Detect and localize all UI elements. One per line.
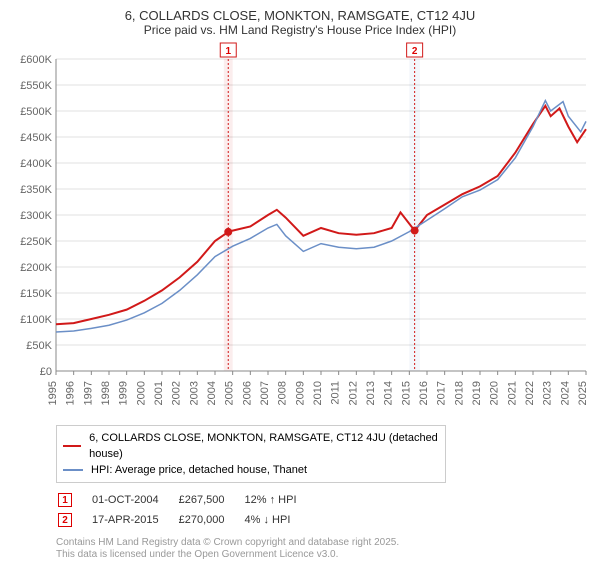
svg-text:1997: 1997 [82, 381, 94, 405]
marker-row: 1 01-OCT-2004£267,50012% ↑ HPI [58, 491, 315, 509]
svg-text:2008: 2008 [277, 381, 289, 405]
svg-text:2002: 2002 [171, 381, 183, 405]
legend: 6, COLLARDS CLOSE, MONKTON, RAMSGATE, CT… [56, 425, 446, 483]
svg-text:2009: 2009 [294, 381, 306, 405]
svg-text:£150K: £150K [20, 288, 52, 300]
svg-text:1: 1 [225, 46, 231, 57]
marker-delta: 4% ↓ HPI [245, 511, 315, 529]
series-line [56, 101, 586, 332]
svg-text:2004: 2004 [206, 381, 218, 405]
svg-text:£350K: £350K [20, 184, 52, 196]
svg-text:2022: 2022 [524, 381, 536, 405]
svg-text:£200K: £200K [20, 262, 52, 274]
svg-text:2019: 2019 [471, 381, 483, 405]
footer-line-1: Contains HM Land Registry data © Crown c… [56, 537, 592, 549]
svg-text:2021: 2021 [506, 381, 518, 405]
svg-text:2024: 2024 [559, 381, 571, 405]
svg-text:2018: 2018 [453, 381, 465, 405]
price-dot [224, 228, 232, 236]
svg-text:2005: 2005 [224, 381, 236, 405]
svg-text:£450K: £450K [20, 132, 52, 144]
legend-label: 6, COLLARDS CLOSE, MONKTON, RAMSGATE, CT… [89, 430, 439, 462]
chart-subtitle: Price paid vs. HM Land Registry's House … [8, 23, 592, 37]
marker-price: £267,500 [179, 491, 243, 509]
svg-text:1996: 1996 [65, 381, 77, 405]
chart-container: 6, COLLARDS CLOSE, MONKTON, RAMSGATE, CT… [0, 0, 600, 560]
svg-text:2015: 2015 [400, 381, 412, 405]
marker-row: 2 17-APR-2015£270,0004% ↓ HPI [58, 511, 315, 529]
marker-price: £270,000 [179, 511, 243, 529]
svg-text:2: 2 [412, 46, 418, 57]
marker-number: 1 [58, 493, 72, 507]
marker-date: 01-OCT-2004 [92, 491, 177, 509]
footer-attribution: Contains HM Land Registry data © Crown c… [56, 537, 592, 561]
footer-line-2: This data is licensed under the Open Gov… [56, 549, 592, 561]
svg-text:2013: 2013 [365, 381, 377, 405]
svg-text:2025: 2025 [577, 381, 589, 405]
price-dot [411, 227, 419, 235]
marker-number: 2 [58, 513, 72, 527]
legend-swatch [63, 469, 83, 471]
svg-text:2023: 2023 [542, 381, 554, 405]
svg-text:2011: 2011 [330, 381, 342, 405]
svg-text:£0: £0 [40, 366, 52, 378]
svg-text:£300K: £300K [20, 210, 52, 222]
svg-text:£50K: £50K [26, 340, 52, 352]
svg-text:£600K: £600K [20, 54, 52, 66]
marker-delta: 12% ↑ HPI [245, 491, 315, 509]
svg-text:£100K: £100K [20, 314, 52, 326]
svg-text:£250K: £250K [20, 236, 52, 248]
marker-date: 17-APR-2015 [92, 511, 177, 529]
legend-row: 6, COLLARDS CLOSE, MONKTON, RAMSGATE, CT… [63, 430, 439, 462]
legend-swatch [63, 445, 81, 447]
svg-text:2007: 2007 [259, 381, 271, 405]
svg-text:2012: 2012 [347, 381, 359, 405]
svg-text:£550K: £550K [20, 80, 52, 92]
svg-text:2000: 2000 [135, 381, 147, 405]
markers-table: 1 01-OCT-2004£267,50012% ↑ HPI 2 17-APR-201… [56, 489, 317, 531]
svg-text:£400K: £400K [20, 158, 52, 170]
svg-text:2020: 2020 [489, 381, 501, 405]
legend-row: HPI: Average price, detached house, Than… [63, 462, 439, 478]
svg-text:2016: 2016 [418, 381, 430, 405]
chart-title: 6, COLLARDS CLOSE, MONKTON, RAMSGATE, CT… [8, 8, 592, 23]
line-chart-svg: £0 £50K £100K £150K £200K £250K £300K £350K £400… [8, 41, 592, 421]
svg-text:2001: 2001 [153, 381, 165, 405]
svg-text:1995: 1995 [47, 381, 59, 405]
svg-text:2014: 2014 [383, 381, 395, 405]
svg-text:1999: 1999 [118, 381, 130, 405]
plot-area: £0 £50K £100K £150K £200K £250K £300K £350K £400… [8, 41, 592, 421]
legend-label: HPI: Average price, detached house, Than… [91, 462, 307, 478]
svg-text:2017: 2017 [436, 381, 448, 405]
svg-text:2010: 2010 [312, 381, 324, 405]
svg-text:2006: 2006 [241, 381, 253, 405]
svg-text:£500K: £500K [20, 106, 52, 118]
svg-text:1998: 1998 [100, 381, 112, 405]
svg-text:2003: 2003 [188, 381, 200, 405]
